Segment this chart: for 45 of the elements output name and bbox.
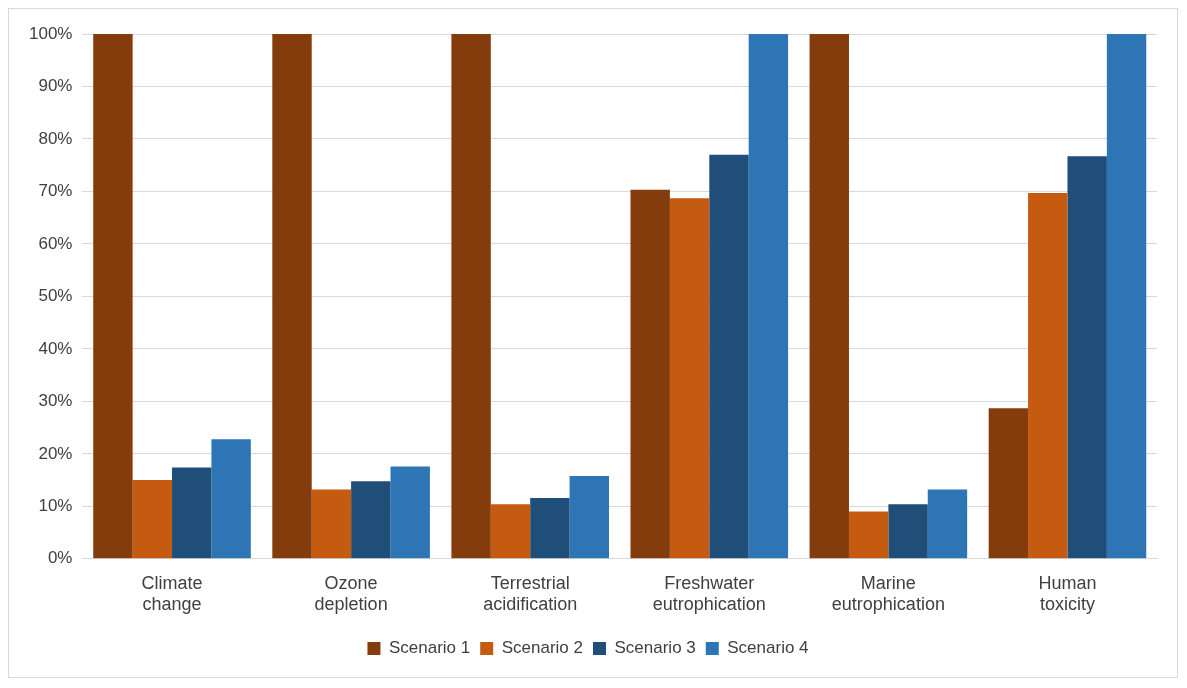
bar [669,198,710,559]
bar [988,408,1029,559]
y-tick-label: 70% [38,181,73,201]
legend-label: Scenario 2 [501,638,584,658]
bar [272,34,312,559]
bar [311,489,352,559]
bar [530,497,570,559]
bar [451,34,491,559]
bar [1028,193,1068,559]
legend-label: Scenario 4 [727,638,809,658]
x-tick-label: Terrestrial acidification [483,572,578,615]
bar [490,504,531,559]
y-tick-label: 80% [38,128,73,148]
bar [351,481,391,559]
x-tick-label: Freshwater eutrophication [652,572,766,615]
y-tick-label: 20% [38,443,73,463]
x-tick-label: Climate change [141,572,203,615]
bar [569,475,609,559]
legend-label: Scenario 1 [388,638,471,658]
bar [132,480,173,559]
y-tick-label: 10% [38,496,73,516]
y-tick-label: 0% [47,548,73,568]
bar [93,34,133,559]
bar [390,466,430,559]
bar [1067,156,1107,559]
y-tick-label: 30% [38,391,73,411]
bar [888,504,928,559]
x-tick-label: Human toxicity [1038,572,1097,615]
y-tick-label: 100% [29,23,73,43]
x-tick-label: Ozone depletion [314,572,388,615]
legend-label: Scenario 3 [614,638,696,658]
bar [630,189,670,559]
y-tick-label: 50% [38,286,73,306]
y-tick-label: 40% [38,338,73,358]
bar [809,34,849,559]
bar [748,34,789,559]
y-tick-label: 90% [38,76,73,96]
bar [211,439,251,559]
bar [709,154,749,559]
x-tick-label: Marine eutrophication [831,572,945,615]
bar [927,489,968,559]
bar [172,467,212,559]
bar [848,511,889,559]
bar [1106,34,1147,559]
y-tick-label: 60% [38,233,73,253]
